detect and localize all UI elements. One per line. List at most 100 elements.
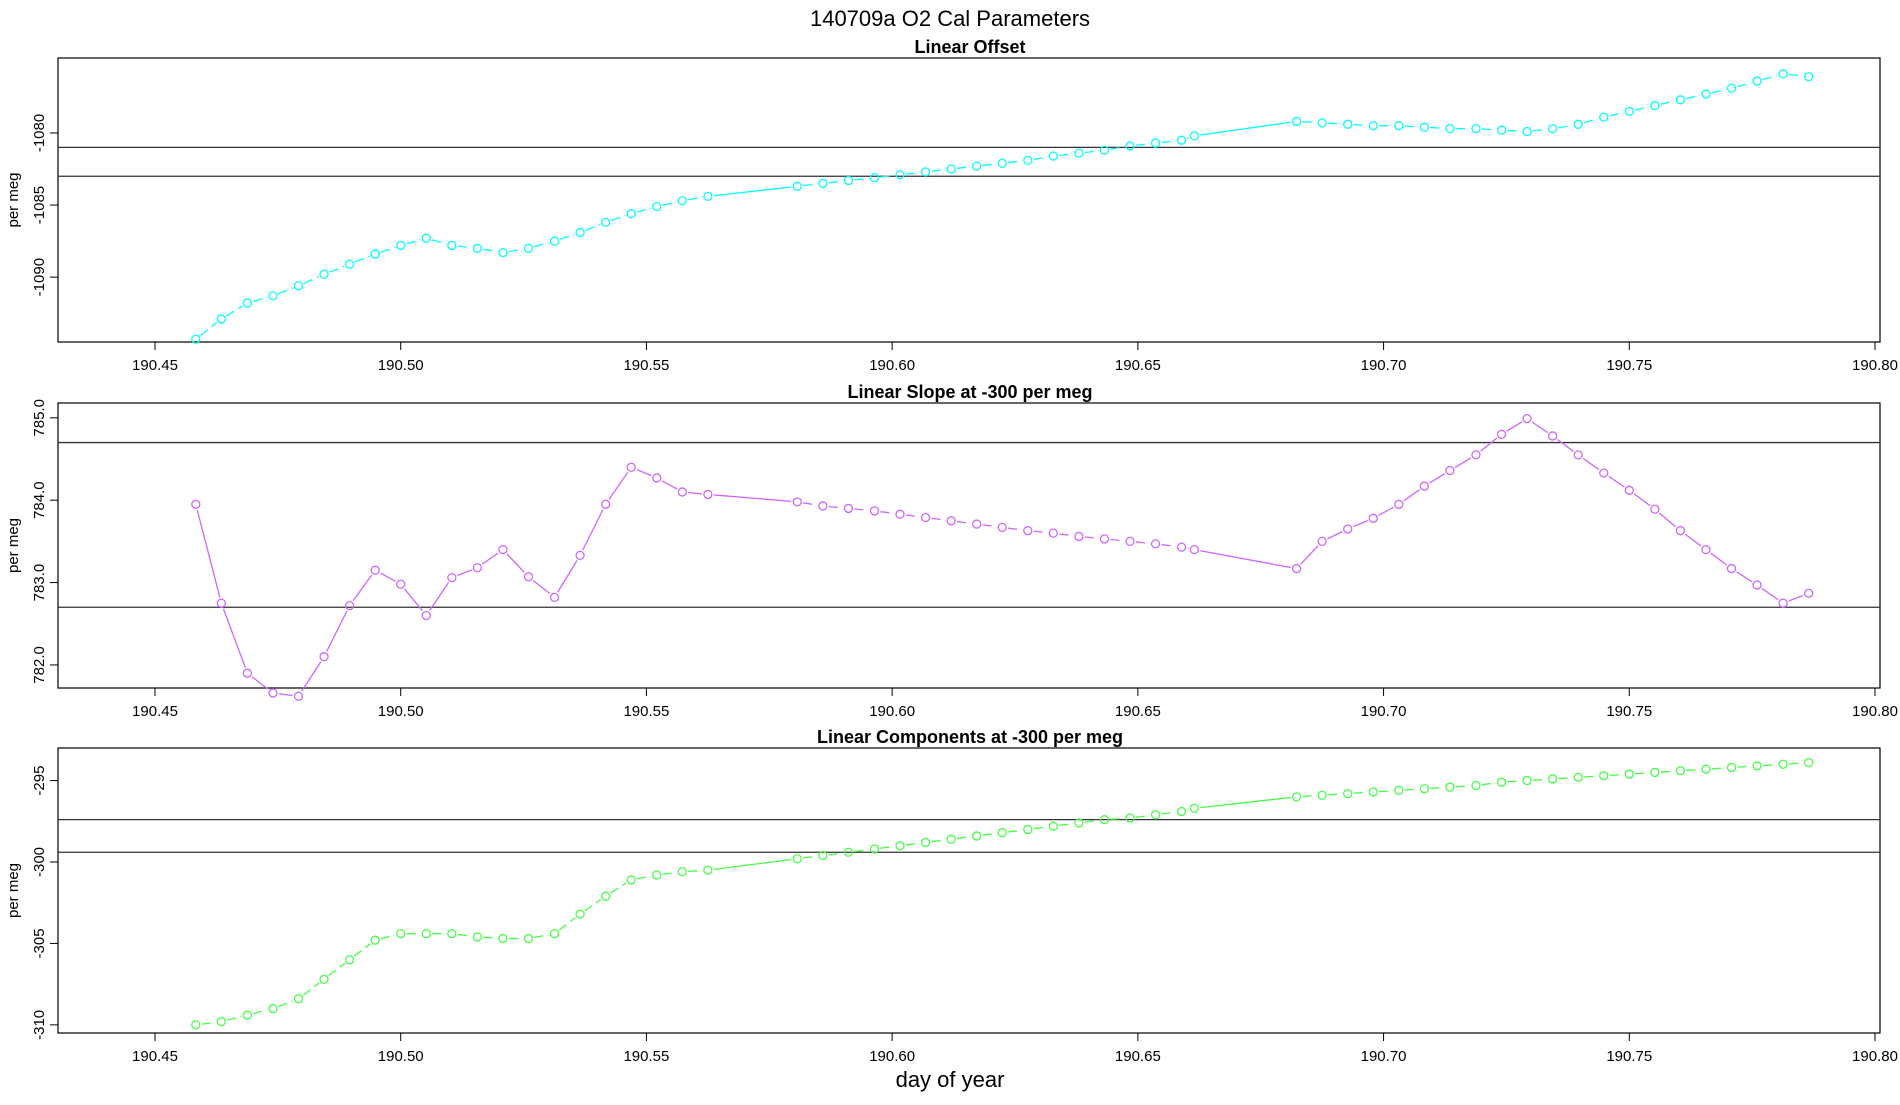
x-tick-label: 190.45 [132,1048,178,1065]
series-segment [1686,770,1700,771]
panel-title: Linear Offset [914,37,1025,57]
data-point [294,995,302,1003]
series-segment [327,611,347,651]
data-point [320,270,328,278]
series-segment [1328,794,1342,795]
x-axis-label: day of year [896,1067,1005,1092]
data-point [973,162,981,170]
y-tick-label: -300 [31,847,48,877]
series-segment [880,512,894,514]
series-segment [611,883,626,893]
x-tick-label: 190.65 [1115,703,1161,720]
data-point [320,653,328,661]
data-point [627,876,635,884]
series-segment [1354,125,1368,126]
y-tick-label: 782.0 [31,646,48,684]
series-segment [932,840,946,842]
series-segment [1661,101,1675,104]
series-segment [330,266,344,272]
y-axis-label: per meg [5,863,22,918]
data-point [1523,777,1531,785]
series-segment [406,240,420,244]
series-segment [1635,773,1649,774]
data-point [422,612,430,620]
data-point [678,488,686,496]
series-segment [1200,798,1290,808]
series-segment [957,167,971,169]
data-point [678,197,686,205]
series-segment [1429,474,1444,483]
data-point [793,855,801,863]
figure-title: 140709a O2 Cal Parameters [810,6,1090,31]
series-segment [637,470,651,476]
data-point [346,956,354,964]
data-point [473,244,481,252]
data-point [627,210,635,218]
series-segment [1559,125,1573,127]
series-segment [1430,787,1444,788]
series-segment [1737,766,1751,767]
data-point [192,1021,200,1029]
series-segment [1162,545,1176,547]
x-tick-label: 190.65 [1115,357,1161,374]
plot-frame [58,58,1880,342]
series-segment [1008,830,1022,832]
series-segment [1008,161,1022,163]
series-segment [303,983,319,995]
data-point [397,930,405,938]
y-axis-label: per meg [5,518,22,573]
data-point [1600,113,1608,121]
data-point [1600,469,1608,477]
data-point [576,551,584,559]
data-point [1152,811,1160,819]
series-segment [381,247,395,252]
series-segment [1711,553,1727,565]
data-point [1574,451,1582,459]
data-point [1293,565,1301,573]
data-point [294,282,302,290]
series-segment [1635,107,1649,110]
data-point [499,935,507,943]
data-point [1293,793,1301,801]
data-point [397,241,405,249]
series-segment [932,518,946,520]
data-point [576,910,584,918]
series-segment [226,306,242,316]
data-point [1779,599,1787,607]
data-point [1651,102,1659,110]
data-point [524,573,532,581]
data-point [947,835,955,843]
y-tick-label: 784.0 [31,481,48,519]
series-segment [534,935,548,938]
data-point [576,228,584,236]
series-segment [957,522,971,524]
data-point [896,171,904,179]
data-point [1753,762,1761,770]
series-segment [714,187,792,196]
data-point [551,237,559,245]
series-segment [663,873,677,875]
series-segment [253,1010,267,1014]
data-point [269,292,277,300]
data-point [524,244,532,252]
data-point [448,930,456,938]
series-segment [1533,129,1547,131]
x-tick-label: 190.60 [869,1048,915,1065]
data-point [371,250,379,258]
data-point [217,315,225,323]
data-point [1049,152,1057,160]
y-tick-label: -1080 [31,114,48,152]
series-segment [1200,122,1290,135]
panel-title: Linear Components at -300 per meg [817,727,1123,747]
data-point [602,218,610,226]
x-tick-label: 190.75 [1606,1048,1652,1065]
data-point [870,507,878,515]
data-point [217,599,225,607]
data-point [1446,783,1454,791]
series-segment [1737,83,1751,87]
series-segment [1482,129,1496,130]
data-point [499,546,507,554]
series-segment [1789,763,1803,764]
series-segment [558,561,577,593]
x-tick-label: 190.60 [869,357,915,374]
